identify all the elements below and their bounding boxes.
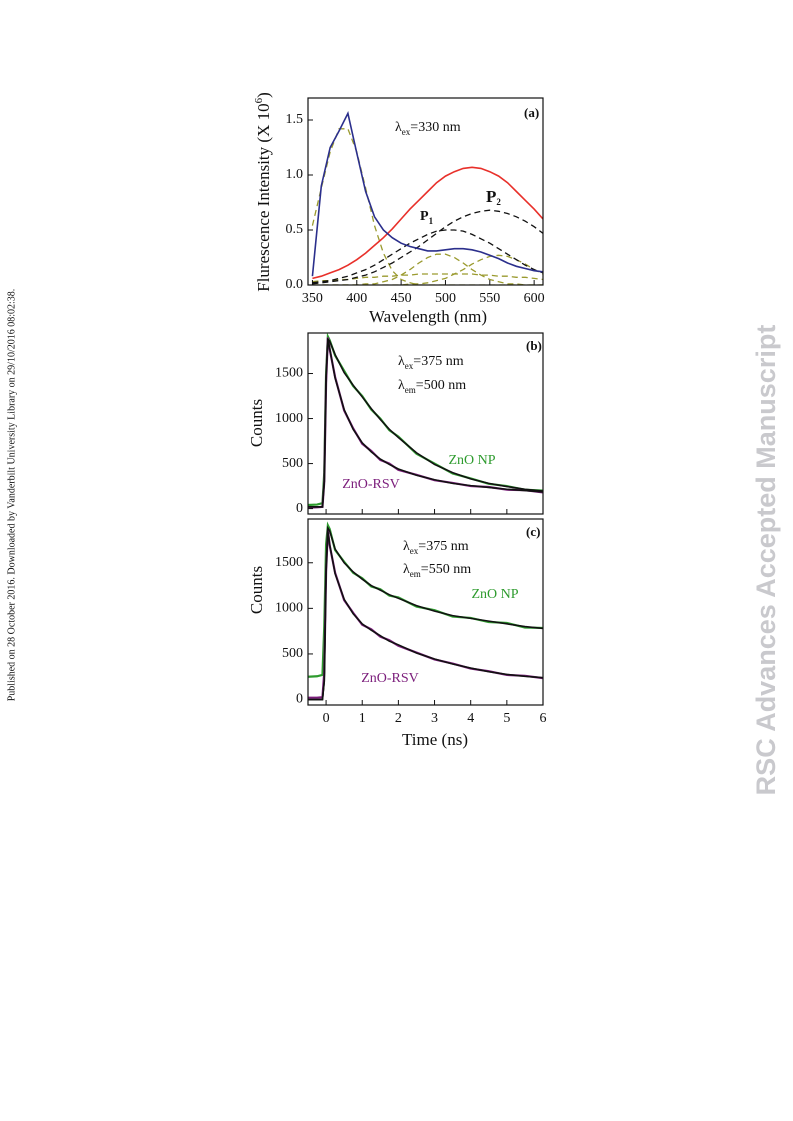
fit-line [308,339,543,508]
annotation: P1 [420,209,434,226]
chart-panel: ZnO NP ZnO-RSV 0 500 1000 1500 Counts (b) λex=37… [247,332,544,516]
x-tick-label: 600 [524,291,545,306]
fit-line [311,128,543,285]
annotation-sub: ex [402,127,411,137]
publication-note: Published on 28 October 2016. Downloaded… [6,289,17,702]
y-axis-label-text: Counts [247,566,266,614]
y-tick-label: 1000 [275,601,303,616]
x-tick-label: 5 [503,711,510,726]
annotation-text: λ [398,378,405,393]
annotation-after: =330 nm [410,120,460,135]
x-tick-label: 450 [391,291,412,306]
y-axis-label: Counts [247,399,266,447]
annotation: λem=550 nm [403,562,471,579]
plot-frame [307,332,544,515]
annotation-sub: ex [410,546,419,556]
annotation-text: λ [395,120,402,135]
fit-line [312,254,543,285]
annotation-text: (b) [526,338,542,353]
x-tick-label: 3 [431,711,438,726]
y-tick-label: 1.5 [286,112,304,127]
annotation: (b) [526,338,542,353]
annotation: λex=330 nm [395,120,461,137]
y-axis-label: Flurescence Intensity (X 106) [253,92,273,292]
y-axis-label-text: Counts [247,399,266,447]
x-tick-label: 550 [479,291,500,306]
y-tick-label: 0.0 [286,277,304,292]
annotation-sub: 1 [429,216,434,226]
annotation-sub: em [405,385,416,395]
annotation-after: =375 nm [418,539,468,554]
annotation-after: =375 nm [413,354,463,369]
fit-line [312,209,543,285]
fit-line [312,253,543,285]
annotation-sub: em [410,569,421,579]
annotation-sub: 2 [496,197,501,207]
series-label: ZnO-RSV [342,477,400,492]
plot-frame [307,518,544,706]
y-axis-label-after: ) [254,92,273,98]
annotation: λex=375 nm [398,354,464,371]
y-tick-label: 500 [282,456,303,471]
annotation-after: =550 nm [421,562,471,577]
annotation-text: λ [403,539,410,554]
y-tick-label: 1500 [275,366,303,381]
x-axis-label: Wavelength (nm) [369,307,487,326]
x-tick-label: 6 [540,711,547,726]
annotation-text: (c) [526,524,540,539]
y-tick-label: 500 [282,646,303,661]
series-label: ZnO-RSV [361,671,419,686]
y-axis-label-sup: 6 [253,97,265,103]
data-line [308,529,543,699]
annotation: (c) [526,524,540,539]
chart-panel: ZnO NP ZnO-RSV 0 1 2 3 4 5 6 0 500 1000 1500 Time (ns… [247,518,547,749]
x-tick-label: 4 [467,711,474,726]
fit-line [312,166,543,280]
x-tick-label: 2 [395,711,402,726]
annotation-text: P [486,187,496,206]
x-tick-label: 350 [302,291,323,306]
annotation: λem=500 nm [398,378,466,395]
annotation: (a) [524,105,539,120]
annotation-text: P [420,209,429,224]
fit-line [312,273,543,283]
annotation: λex=375 nm [403,539,469,556]
x-tick-label: 1 [359,711,366,726]
y-tick-label: 0.5 [286,222,304,237]
y-tick-label: 0 [296,501,303,516]
x-axis-label: Time (ns) [402,730,468,749]
annotation-text: (a) [524,105,539,120]
y-axis-label-text: Flurescence Intensity (X 10 [254,103,273,291]
series-label: ZnO NP [471,587,518,602]
plot-frame [307,97,544,286]
fit-line [311,111,543,277]
annotation: P2 [486,187,501,207]
annotation-text: λ [398,354,405,369]
x-tick-label: 0 [323,711,330,726]
y-axis-label: Counts [247,566,266,614]
y-tick-label: 0 [296,692,303,707]
chart-panel: 350 400 450 500 550 600 0.0 0.5 1.0 1.5 Wavelength… [253,92,545,326]
fit-line [308,531,543,701]
annotation-sub: ex [405,361,414,371]
y-tick-label: 1.0 [286,167,304,182]
x-tick-label: 500 [435,291,456,306]
y-tick-label: 1000 [275,411,303,426]
series-label: ZnO NP [448,453,495,468]
annotation-after: =500 nm [416,378,466,393]
y-tick-label: 1500 [275,555,303,570]
annotation-text: λ [403,562,410,577]
x-tick-label: 400 [346,291,367,306]
watermark: RSC Advances Accepted Manuscript [751,325,781,796]
